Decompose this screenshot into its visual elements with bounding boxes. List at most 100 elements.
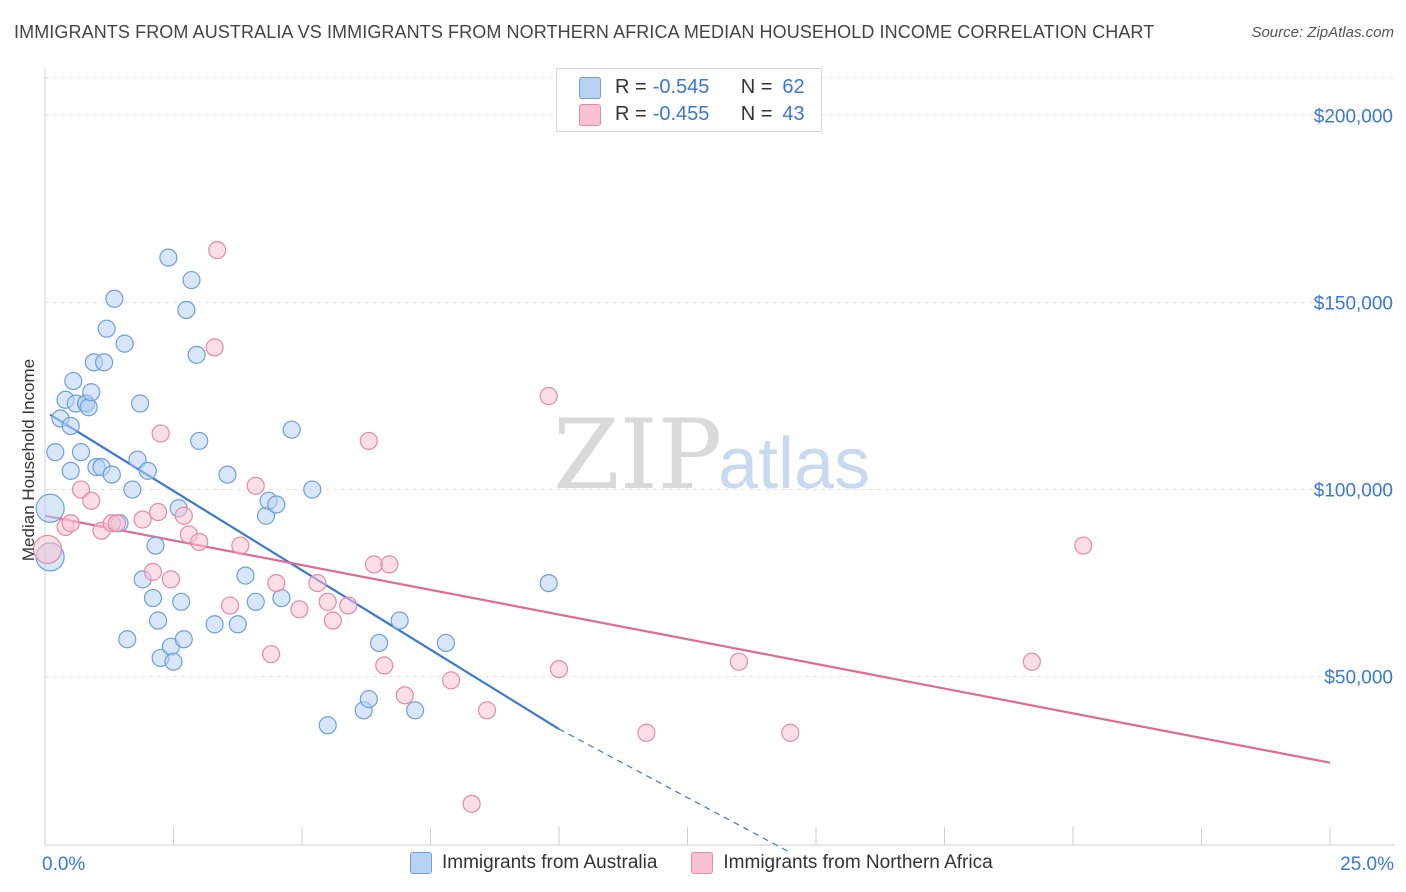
point-australia [46, 443, 65, 462]
point-nafrica [1074, 536, 1093, 555]
y-axis-label: Median Household Income [19, 359, 38, 561]
point-australia [130, 394, 150, 413]
point-nafrica [133, 510, 152, 529]
point-nafrica [441, 671, 461, 690]
r-label: R = [615, 76, 647, 98]
point-australia [97, 319, 116, 338]
source-credit: Source: ZipAtlas.com [1251, 24, 1394, 41]
point-nafrica [308, 573, 327, 593]
legend-item-nafrica: Immigrants from Northern Africa [691, 852, 993, 874]
point-nafrica [107, 514, 127, 533]
n-value: 62 [782, 76, 805, 98]
point-australia [405, 701, 425, 720]
point-australia [138, 461, 157, 480]
point-nafrica [205, 338, 224, 357]
point-nafrica [148, 502, 168, 522]
point-australia [115, 334, 134, 353]
point-australia [436, 633, 456, 653]
point-australia [148, 611, 168, 630]
point-australia [146, 536, 165, 555]
r-value: -0.545 [652, 76, 710, 98]
data-points [32, 241, 1093, 813]
point-australia [182, 270, 201, 290]
point-nafrica [267, 573, 286, 593]
point-nafrica [323, 611, 342, 630]
nafrica-swatch [579, 103, 601, 126]
x-tick-labels: 0.0% 25.0% [42, 854, 1394, 875]
point-nafrica [1022, 652, 1041, 671]
point-australia [105, 289, 124, 308]
point-nafrica [637, 723, 656, 742]
point-australia [159, 248, 178, 267]
point-australia [282, 420, 301, 439]
point-nafrica [220, 596, 240, 615]
point-australia [61, 416, 80, 436]
legend-label-nafrica: Immigrants from Northern Africa [723, 852, 993, 873]
point-nafrica [549, 660, 569, 679]
point-nafrica [32, 534, 63, 565]
point-australia [82, 383, 101, 402]
point-australia [359, 689, 378, 709]
point-nafrica [143, 562, 163, 581]
watermark-zip: ZIP [553, 399, 722, 511]
point-australia [123, 480, 142, 499]
point-australia [539, 573, 558, 593]
x-tick-label-min: 0.0% [42, 854, 85, 875]
point-nafrica [71, 480, 91, 499]
point-nafrica [208, 241, 227, 260]
point-australia [370, 633, 389, 653]
correlation-legend: R = -0.545 N = 62 R = -0.455 N = 43 [556, 68, 822, 132]
point-nafrica [61, 514, 80, 533]
point-australia [79, 398, 98, 417]
watermark: ZIP atlas [553, 399, 870, 511]
point-australia [174, 630, 193, 649]
point-australia [267, 495, 286, 514]
point-nafrica [395, 686, 414, 705]
point-nafrica [339, 596, 358, 615]
point-australia [35, 493, 65, 523]
point-australia [143, 588, 163, 608]
point-australia [190, 431, 209, 451]
n-label: N = [740, 76, 773, 98]
nafrica-swatch [691, 852, 714, 874]
point-nafrica [246, 476, 265, 495]
legend-row-australia: R = -0.545 N = 62 [579, 76, 805, 99]
point-australia [390, 611, 409, 630]
point-nafrica [729, 652, 749, 671]
watermark-atlas: atlas [718, 424, 870, 504]
point-australia [95, 353, 114, 372]
point-nafrica [781, 723, 800, 742]
point-nafrica [231, 536, 250, 555]
point-australia [218, 465, 237, 484]
australia-swatch [579, 76, 601, 99]
point-nafrica [364, 555, 384, 574]
point-nafrica [375, 656, 394, 675]
legend-row-nafrica: R = -0.455 N = 43 [579, 103, 805, 126]
y-tick-label: $150,000 [1314, 293, 1393, 314]
point-nafrica [174, 506, 193, 525]
n-label: N = [740, 103, 773, 125]
grid-lines [45, 77, 1395, 678]
australia-swatch [410, 852, 432, 874]
point-nafrica [82, 491, 101, 510]
point-nafrica [262, 645, 281, 664]
point-australia [187, 345, 206, 364]
y-tick-label: $100,000 [1314, 481, 1393, 502]
trendline-australia-extension [558, 728, 791, 854]
point-australia [64, 371, 83, 391]
point-nafrica [318, 592, 337, 611]
axes [44, 68, 1395, 846]
point-australia [236, 566, 255, 585]
point-nafrica [477, 701, 497, 720]
point-australia [61, 461, 80, 480]
series-legend: Immigrants from Australia Immigrants fro… [410, 852, 993, 874]
point-australia [71, 443, 91, 462]
chart-title: IMMIGRANTS FROM AUSTRALIA VS IMMIGRANTS … [14, 22, 1155, 42]
point-australia [303, 480, 322, 499]
n-value: 43 [782, 103, 805, 125]
trendline-nafrica [44, 514, 1331, 764]
legend-label-australia: Immigrants from Australia [442, 852, 658, 873]
r-label: R = [615, 103, 647, 125]
point-australia [128, 450, 147, 469]
